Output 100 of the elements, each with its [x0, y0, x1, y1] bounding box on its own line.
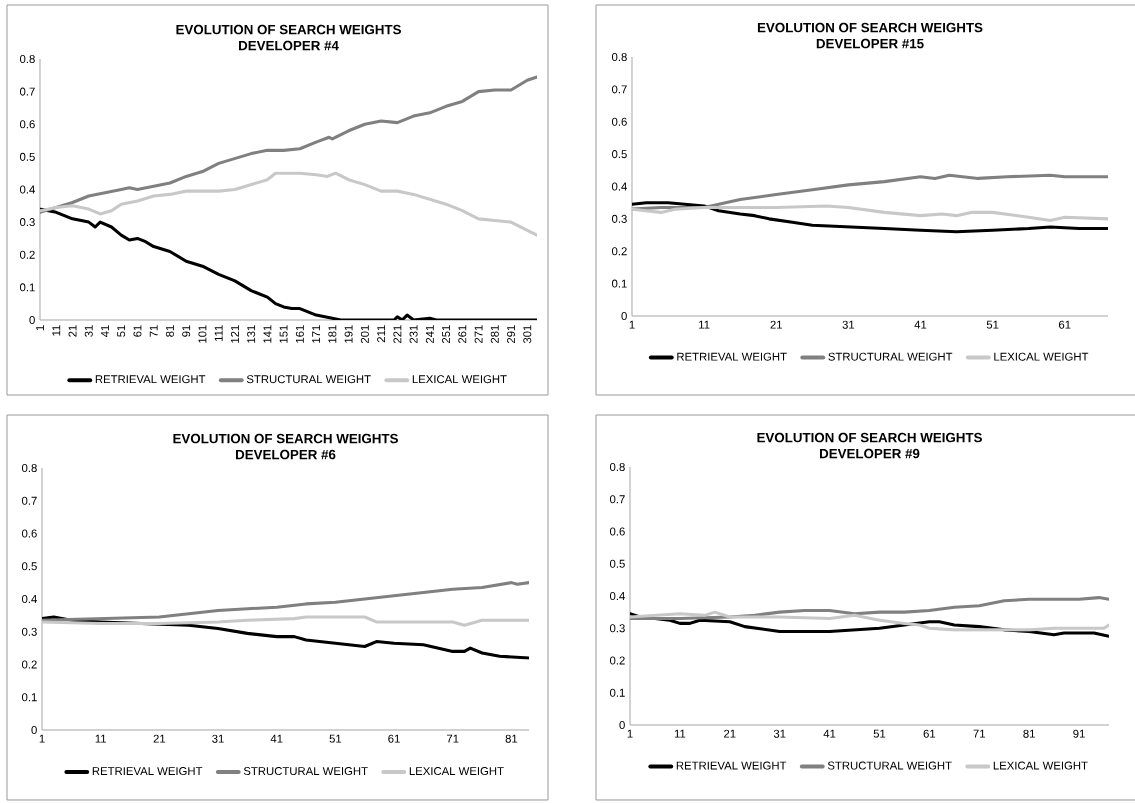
x-tick-label: 201 — [360, 325, 369, 344]
x-tick-label: 21 — [153, 734, 166, 743]
y-tick-label: 0.1 — [21, 693, 37, 702]
y-tick-label: 0 — [31, 725, 37, 734]
x-tick-label: 71 — [447, 734, 459, 743]
chart-title: EVOLUTION OF SEARCH WEIGHTS — [176, 24, 401, 35]
y-tick-label: 0.5 — [611, 150, 627, 159]
x-tick-label: 21 — [68, 325, 77, 337]
x-tick-label: 71 — [973, 729, 986, 738]
y-tick-label: 0.4 — [19, 185, 35, 194]
x-tick-label: 251 — [442, 325, 451, 344]
x-tick-label: 291 — [507, 325, 516, 344]
chart-subtitle: DEVELOPER #9 — [820, 448, 920, 459]
x-tick-label: 31 — [212, 734, 224, 743]
chart-subtitle: DEVELOPER #4 — [239, 40, 339, 51]
x-tick-label: 1 — [39, 734, 45, 743]
legend-label: RETRIEVAL WEIGHT — [676, 761, 787, 770]
y-tick-label: 0.4 — [21, 594, 37, 603]
legend-label: STRUCTURAL WEIGHT — [828, 352, 953, 361]
y-tick-label: 0.5 — [609, 559, 625, 568]
x-tick-label: 11 — [699, 320, 710, 329]
x-tick-label: 51 — [986, 320, 999, 329]
x-tick-label: 11 — [95, 734, 107, 743]
x-tick-label: 141 — [263, 325, 272, 343]
y-tick-label: 0.1 — [611, 279, 627, 288]
x-tick-label: 121 — [230, 325, 239, 343]
x-tick-label: 231 — [409, 325, 418, 344]
chart-title: EVOLUTION OF SEARCH WEIGHTS — [173, 433, 398, 444]
legend-label: LEXICAL WEIGHT — [412, 375, 507, 384]
legend-label: RETRIEVAL WEIGHT — [95, 375, 206, 384]
x-tick-label: 131 — [247, 325, 256, 343]
x-tick-label: 171 — [312, 325, 321, 343]
y-tick-label: 0.6 — [609, 527, 625, 536]
y-tick-label: 0.2 — [21, 660, 37, 669]
y-tick-label: 0.4 — [611, 182, 627, 191]
y-tick-label: 0.5 — [19, 152, 35, 161]
y-tick-label: 0.8 — [609, 462, 625, 471]
x-tick-label: 41 — [101, 325, 109, 338]
x-tick-label: 21 — [724, 729, 736, 738]
x-tick-label: 81 — [505, 734, 518, 743]
x-tick-label: 61 — [388, 734, 400, 743]
x-tick-label: 181 — [328, 325, 337, 343]
x-tick-label: 81 — [165, 325, 174, 337]
x-tick-label: 51 — [873, 729, 886, 738]
y-tick-label: 0.6 — [21, 529, 37, 538]
chart-subtitle: DEVELOPER #15 — [816, 38, 924, 49]
y-tick-label: 0.2 — [609, 656, 625, 665]
x-tick-label: 31 — [84, 325, 93, 337]
y-tick-label: 0.2 — [19, 250, 35, 259]
y-tick-label: 0 — [621, 311, 627, 320]
legend-label: LEXICAL WEIGHT — [409, 767, 504, 776]
x-tick-label: 21 — [770, 320, 782, 329]
x-tick-label: 91 — [1073, 729, 1085, 738]
x-tick-label: 211 — [377, 325, 386, 343]
line-series — [632, 204, 1108, 223]
legend-label: RETRIEVAL WEIGHT — [92, 767, 203, 776]
x-tick-label: 61 — [133, 325, 142, 337]
x-tick-label: 61 — [1059, 320, 1071, 329]
x-tick-label: 151 — [279, 325, 288, 343]
x-tick-label: 241 — [425, 325, 434, 344]
chart-title: EVOLUTION OF SEARCH WEIGHTS — [757, 432, 982, 443]
y-tick-label: 0.7 — [611, 85, 627, 94]
y-tick-label: 0.4 — [609, 591, 625, 600]
x-tick-label: 281 — [490, 325, 499, 344]
x-tick-label: 41 — [823, 729, 836, 738]
x-tick-label: 111 — [214, 325, 223, 342]
legend-label: STRUCTURAL WEIGHT — [827, 761, 952, 770]
y-tick-label: 0.5 — [21, 562, 37, 571]
y-tick-label: 0.7 — [21, 496, 37, 505]
y-tick-label: 0.7 — [19, 87, 35, 96]
x-tick-label: 81 — [1023, 729, 1035, 738]
y-tick-label: 0 — [619, 720, 625, 729]
y-tick-label: 0.6 — [19, 120, 35, 129]
chart-title: EVOLUTION OF SEARCH WEIGHTS — [757, 22, 983, 33]
y-tick-label: 0.3 — [609, 624, 625, 633]
y-tick-label: 0.3 — [19, 218, 35, 227]
y-tick-label: 0.1 — [609, 688, 625, 697]
legend-label: LEXICAL WEIGHT — [993, 761, 1088, 770]
legend-label: LEXICAL WEIGHT — [994, 352, 1089, 361]
legend-label: RETRIEVAL WEIGHT — [677, 352, 787, 361]
x-tick-label: 1 — [627, 729, 633, 738]
x-tick-label: 11 — [674, 729, 686, 738]
y-tick-label: 0.8 — [19, 55, 35, 64]
x-tick-label: 31 — [773, 729, 786, 738]
x-tick-label: 221 — [393, 325, 402, 344]
y-tick-label: 0.2 — [611, 247, 627, 256]
y-tick-label: 0.6 — [611, 117, 627, 126]
x-tick-label: 1 — [629, 320, 635, 329]
line-series — [632, 173, 1108, 211]
y-tick-label: 0.8 — [611, 53, 627, 62]
y-tick-label: 0.3 — [21, 627, 37, 636]
x-tick-label: 91 — [182, 325, 191, 337]
x-tick-label: 51 — [329, 734, 342, 743]
x-tick-label: 161 — [295, 325, 304, 343]
y-tick-label: 0.7 — [609, 495, 625, 504]
x-tick-label: 61 — [923, 729, 936, 738]
x-tick-label: 71 — [149, 325, 158, 337]
y-tick-label: 0.3 — [611, 214, 627, 223]
x-tick-label: 31 — [842, 320, 855, 329]
x-tick-label: 11 — [52, 325, 61, 336]
